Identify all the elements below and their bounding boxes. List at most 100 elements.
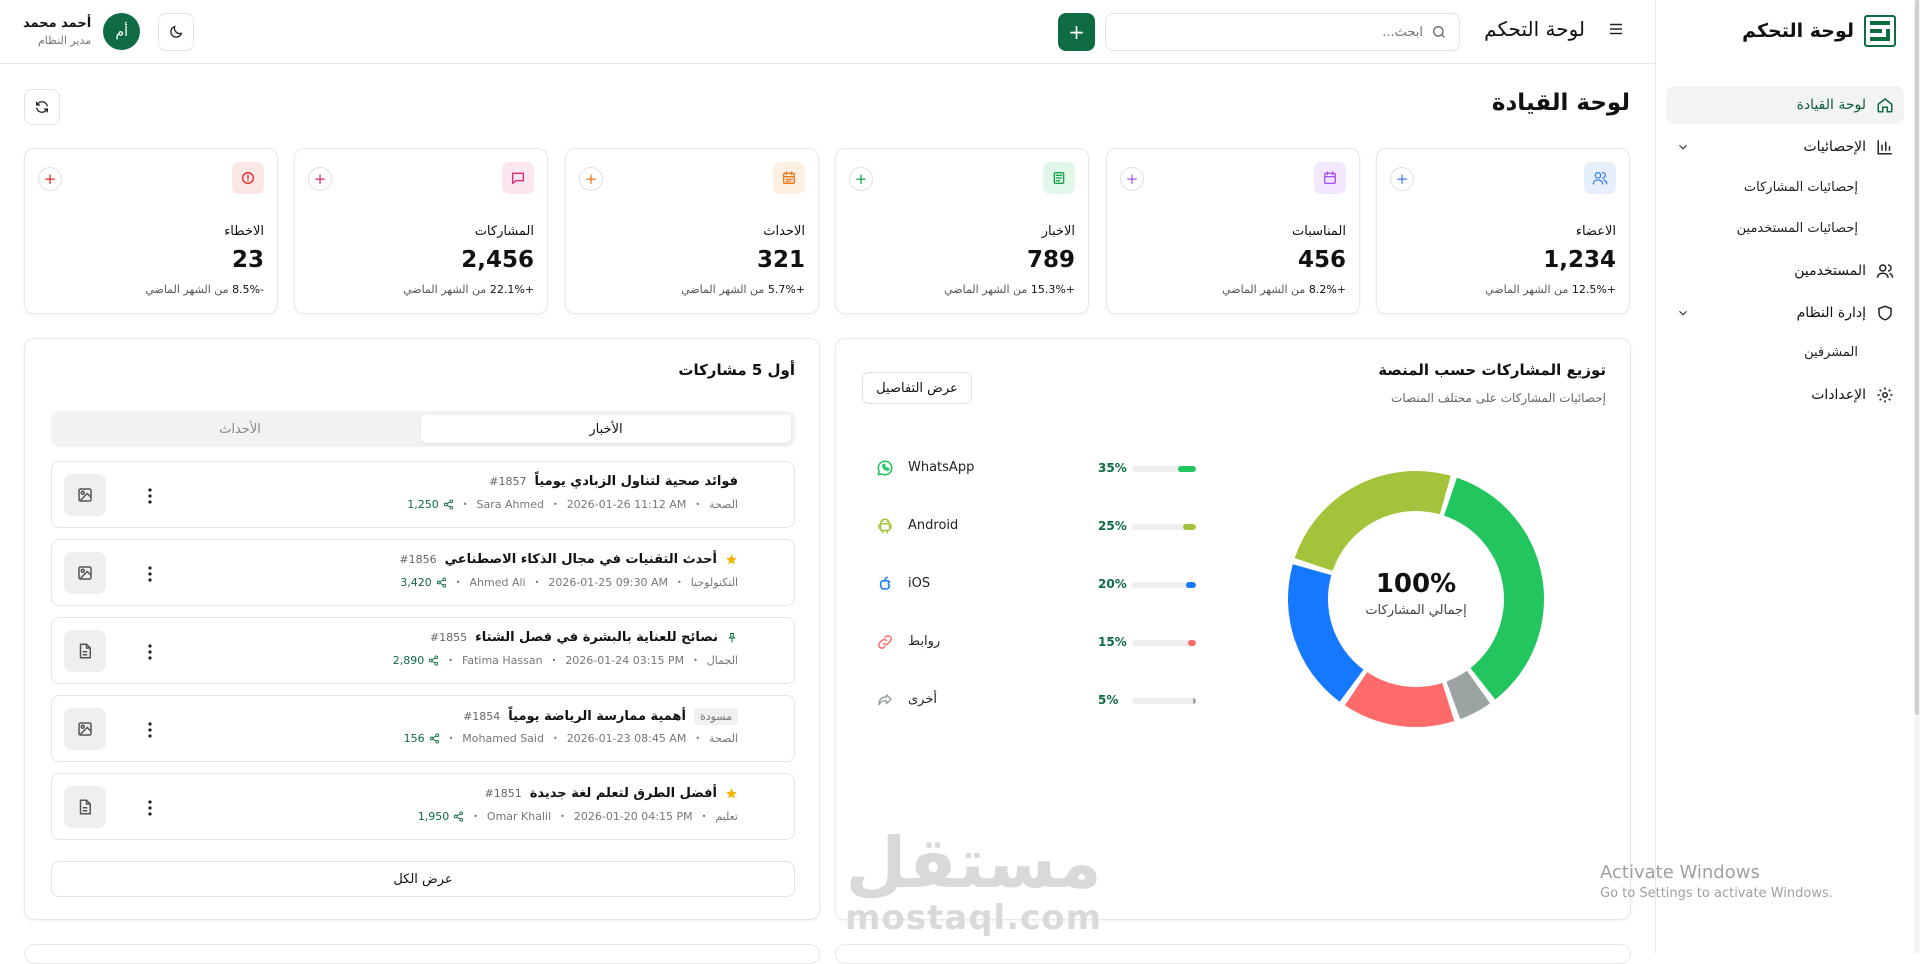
post-title[interactable]: فوائد صحية لتناول الزبادي يومياً [534, 474, 738, 489]
stat-trend: +5.7% من الشهر الماضي [681, 283, 805, 296]
search-input[interactable] [1118, 24, 1423, 40]
menu-icon[interactable] [1607, 20, 1625, 38]
post-title[interactable]: نصائح للعناية بالبشرة في فصل الشتاء [475, 630, 718, 645]
add-icon[interactable]: + [1390, 167, 1414, 191]
separator: • [473, 812, 478, 821]
post-category: التكنولوجيا [690, 576, 738, 589]
watermark-en: mostaql.com [845, 898, 1103, 938]
panel-title: توزيع المشاركات حسب المنصة [1378, 361, 1606, 379]
star-icon [725, 787, 738, 800]
stat-change: +22.1% [489, 283, 534, 296]
sidebar-item-label: الإحصائيات [1803, 139, 1866, 155]
post-item[interactable]: نصائح للعناية بالبشرة في فصل الشتاء #1855… [51, 617, 795, 684]
document-icon [76, 642, 94, 660]
more-options-button[interactable] [140, 718, 160, 742]
view-all-button[interactable]: عرض الكل [51, 861, 795, 897]
post-title[interactable]: أحدث التقنيات في مجال الذكاء الاصطناعي [444, 552, 717, 567]
search-icon [1431, 24, 1447, 40]
newspaper-icon [1043, 162, 1075, 194]
sidebar-item-statistics[interactable]: الإحصائيات [1666, 128, 1904, 166]
sidebar-item-posts-stats[interactable]: إحصائيات المشاركات [1743, 179, 1858, 195]
post-item[interactable]: أفضل الطرق لتعلم لغة جديدة #1851 تعليم • 202… [51, 773, 795, 840]
user-menu[interactable]: أحمد محمد مدير النظام أم [23, 13, 141, 50]
stat-card[interactable]: + المشاركات 2,456 +22.1% من الشهر الماضي [294, 148, 548, 314]
post-shares: 156 [404, 732, 440, 745]
add-icon[interactable]: + [308, 167, 332, 191]
legend-percent: 25% [1098, 519, 1127, 533]
legend-bar-track [1132, 466, 1196, 472]
brand[interactable]: لوحة التحكم [1742, 14, 1896, 48]
top-posts-panel: أول 5 مشاركات الأخبار الأحداث فوائد صحية… [24, 338, 820, 920]
users-icon [1876, 262, 1894, 280]
legend-label: روابط [908, 634, 941, 649]
stat-card[interactable]: + المناسبات 456 +8.2% من الشهر الماضي [1106, 148, 1360, 314]
sidebar-item-users-stats[interactable]: إحصائيات المستخدمين [1736, 220, 1858, 236]
stat-card[interactable]: + الاخطاء 23 -8.5% من الشهر الماضي [24, 148, 278, 314]
sidebar-item-settings[interactable]: الإعدادات [1666, 376, 1904, 414]
post-id: #1857 [489, 475, 527, 488]
separator: • [560, 812, 565, 821]
sidebar-item-users[interactable]: المستخدمين [1666, 252, 1904, 290]
sidebar: لوحة التحكم لوحة القيادة الإحصائيات إحصا… [1655, 0, 1920, 953]
legend-bar-fill [1178, 466, 1196, 472]
post-item[interactable]: مسودة أهمية ممارسة الرياضة يومياً #1854 الص… [51, 695, 795, 762]
more-options-button[interactable] [140, 640, 160, 664]
post-title[interactable]: أفضل الطرق لتعلم لغة جديدة [529, 786, 717, 801]
users-icon [1584, 162, 1616, 194]
refresh-button[interactable] [24, 89, 60, 125]
theme-toggle-button[interactable] [158, 13, 194, 51]
separator: • [695, 734, 701, 743]
alert-icon [232, 162, 264, 194]
tab-news[interactable]: الأخبار [421, 415, 791, 443]
more-options-button[interactable] [140, 484, 160, 508]
post-shares: 2,890 [393, 654, 440, 667]
sidebar-item-dashboard[interactable]: لوحة القيادة [1666, 86, 1904, 124]
tab-events[interactable]: الأحداث [219, 421, 261, 437]
add-icon[interactable]: + [579, 167, 603, 191]
more-options-button[interactable] [140, 796, 160, 820]
donut-slice-share[interactable] [1446, 670, 1491, 720]
avatar[interactable]: أم [103, 13, 141, 50]
donut-slice-android[interactable] [1294, 471, 1451, 571]
post-item[interactable]: فوائد صحية لتناول الزبادي يومياً #1857 الص… [51, 461, 795, 528]
view-details-button[interactable]: عرض التفاصيل [862, 372, 972, 404]
logo-icon [1864, 15, 1896, 47]
separator: • [552, 500, 558, 509]
separator: • [462, 500, 468, 509]
topbar: لوحة التحكم + أحمد محمد مدير النظام أم [0, 0, 1655, 64]
home-icon [1876, 96, 1894, 114]
add-icon[interactable]: + [38, 167, 62, 191]
post-thumbnail [64, 474, 106, 516]
share-icon [874, 689, 896, 711]
scrollbar[interactable] [1914, 0, 1920, 953]
legend-label: Android [908, 518, 959, 533]
legend-percent: 5% [1098, 693, 1119, 707]
stat-card[interactable]: + الاحداث 321 +5.7% من الشهر الماضي [565, 148, 819, 314]
document-icon [76, 798, 94, 816]
sidebar-item-system[interactable]: إدارة النظام [1666, 294, 1904, 332]
stat-card[interactable]: + الاخبار 789 +15.3% من الشهر الماضي [835, 148, 1089, 314]
stat-change: +15.3% [1030, 283, 1075, 296]
donut-slice-link[interactable] [1344, 672, 1455, 727]
legend-percent: 15% [1098, 635, 1127, 649]
more-options-button[interactable] [140, 562, 160, 586]
donut-slice-apple[interactable] [1288, 564, 1364, 702]
add-icon[interactable]: + [1120, 167, 1144, 191]
user-role: مدير النظام [38, 34, 92, 47]
stat-card[interactable]: + الاعضاء 1,234 +12.5% من الشهر الماضي [1376, 148, 1630, 314]
donut-slice-whatsapp[interactable] [1444, 477, 1544, 700]
add-icon[interactable]: + [849, 167, 873, 191]
stat-trend: -8.5% من الشهر الماضي [145, 283, 264, 296]
event-calendar-icon [773, 162, 805, 194]
add-button[interactable]: + [1058, 13, 1095, 51]
post-author: Sara Ahmed [476, 498, 544, 511]
post-shares-count: 1,250 [407, 498, 439, 511]
sidebar-item-supervisors[interactable]: المشرفين [1804, 344, 1858, 360]
post-category: الجمال [706, 654, 738, 667]
post-title[interactable]: أهمية ممارسة الرياضة يومياً [508, 709, 686, 724]
donut-center: 100% إجمالي المشاركات [1286, 569, 1546, 618]
post-meta: تعليم • 2026-01-20 04:15 PM • Omar Khalil • 1,… [418, 810, 738, 823]
post-item[interactable]: أحدث التقنيات في مجال الذكاء الاصطناعي #1… [51, 539, 795, 606]
legend-item: WhatsApp 35% [874, 456, 1202, 482]
scroll-thumb[interactable] [1915, 0, 1919, 715]
